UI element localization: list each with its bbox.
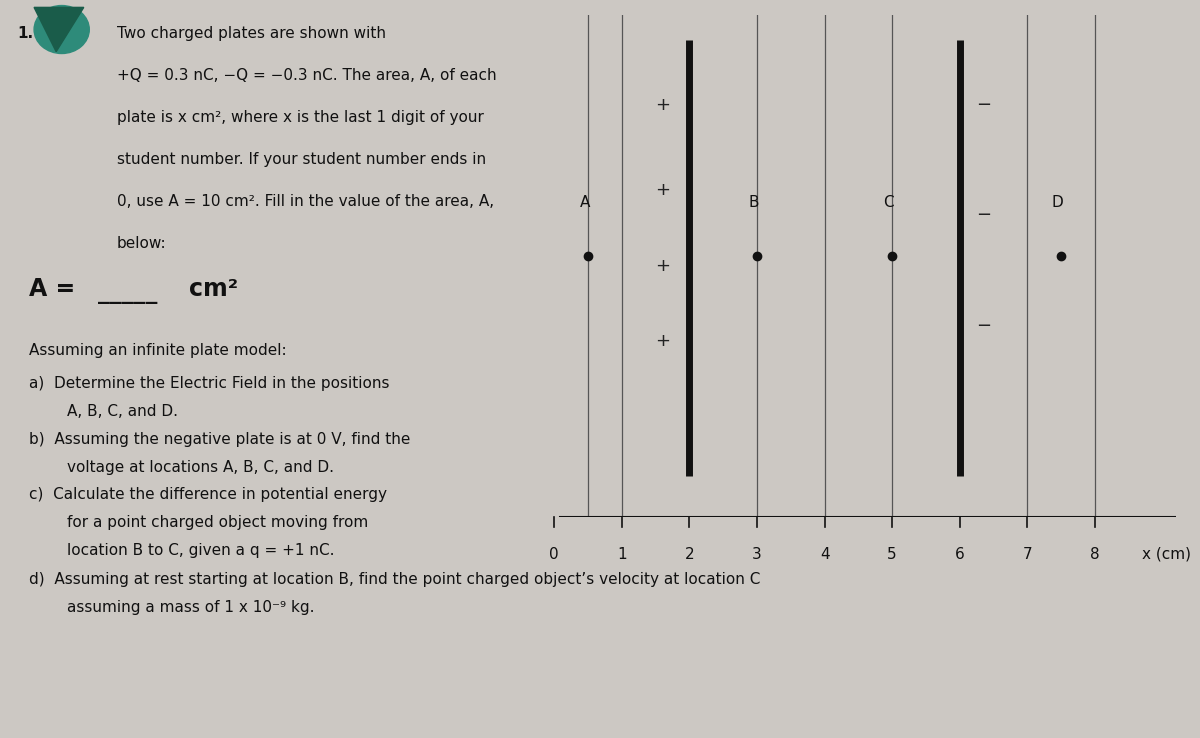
Text: x (cm): x (cm)	[1142, 547, 1192, 562]
Text: 7: 7	[1022, 547, 1032, 562]
Text: assuming a mass of 1 x 10⁻⁹ kg.: assuming a mass of 1 x 10⁻⁹ kg.	[67, 600, 314, 615]
Text: 1.: 1.	[18, 26, 34, 41]
Text: _____: _____	[97, 280, 157, 305]
Text: Two charged plates are shown with: Two charged plates are shown with	[116, 26, 386, 41]
Text: d)  Assuming at rest starting at location B, find the point charged object’s vel: d) Assuming at rest starting at location…	[29, 572, 760, 587]
Text: −: −	[976, 317, 991, 335]
Text: below:: below:	[116, 236, 167, 251]
Ellipse shape	[34, 5, 89, 54]
Text: 1: 1	[617, 547, 626, 562]
Text: for a point charged object moving from: for a point charged object moving from	[67, 515, 368, 530]
Text: 2: 2	[685, 547, 695, 562]
Text: B: B	[749, 196, 758, 210]
Text: +: +	[655, 96, 670, 114]
Text: +: +	[655, 257, 670, 275]
Text: A: A	[580, 196, 590, 210]
Text: c)  Calculate the difference in potential energy: c) Calculate the difference in potential…	[29, 487, 386, 502]
Text: 0: 0	[550, 547, 559, 562]
Text: 6: 6	[955, 547, 965, 562]
Text: A =: A =	[29, 277, 83, 301]
Text: student number. If your student number ends in: student number. If your student number e…	[116, 152, 486, 167]
Text: 8: 8	[1090, 547, 1099, 562]
Polygon shape	[34, 7, 84, 52]
Text: −: −	[976, 207, 991, 224]
Text: +: +	[655, 332, 670, 350]
Text: 5: 5	[887, 547, 896, 562]
Text: +: +	[655, 182, 670, 199]
Text: +Q = 0.3 nC, −Q = −0.3 nC. The area, A, of each: +Q = 0.3 nC, −Q = −0.3 nC. The area, A, …	[116, 68, 497, 83]
Text: −: −	[976, 96, 991, 114]
Text: 4: 4	[820, 547, 829, 562]
Text: b)  Assuming the negative plate is at 0 V, find the: b) Assuming the negative plate is at 0 V…	[29, 432, 410, 446]
Text: cm²: cm²	[188, 277, 238, 301]
Text: plate is x cm², where x is the last 1 digit of your: plate is x cm², where x is the last 1 di…	[116, 110, 484, 125]
Text: 0, use A = 10 cm². Fill in the value of the area, A,: 0, use A = 10 cm². Fill in the value of …	[116, 194, 494, 209]
Text: Assuming an infinite plate model:: Assuming an infinite plate model:	[29, 343, 286, 358]
Text: D: D	[1052, 196, 1063, 210]
Text: C: C	[883, 196, 894, 210]
Text: a)  Determine the Electric Field in the positions: a) Determine the Electric Field in the p…	[29, 376, 389, 391]
Text: voltage at locations A, B, C, and D.: voltage at locations A, B, C, and D.	[67, 460, 334, 475]
Text: A, B, C, and D.: A, B, C, and D.	[67, 404, 178, 419]
Text: 3: 3	[752, 547, 762, 562]
Text: location B to C, given a q = +1 nC.: location B to C, given a q = +1 nC.	[67, 543, 335, 558]
